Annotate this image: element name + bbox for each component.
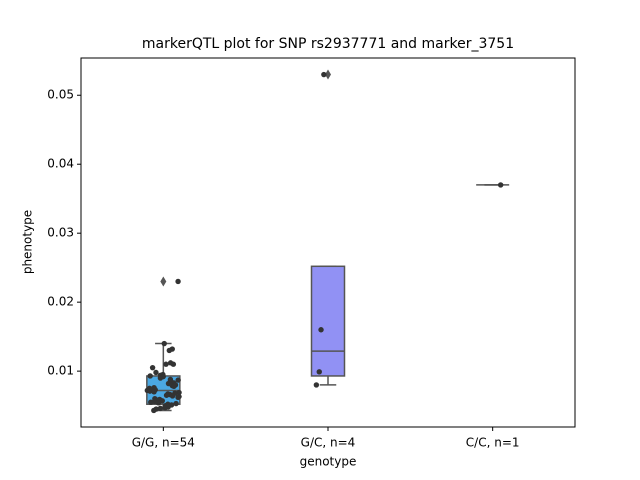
strip-point [171,383,177,390]
strip-point [148,399,154,405]
strip-point [147,373,153,379]
x-tick-label: G/G, n=54 [132,436,195,450]
strip-point [162,404,168,411]
y-tick-label: 0.03 [47,226,74,240]
strip-point [313,382,320,388]
x-tick-label: G/C, n=4 [301,436,356,450]
strip-point [161,340,167,347]
strip-point [153,369,159,376]
chart-title: markerQTL plot for SNP rs2937771 and mar… [142,36,514,52]
strip-point [176,389,182,396]
strip-point [175,394,181,401]
flier [325,69,331,80]
strip-point [173,400,179,407]
strip-point [316,369,322,375]
strip-point [321,71,327,78]
strip-point [157,405,164,412]
strip-point [157,375,164,381]
flier [160,276,167,287]
strip-point [497,182,504,188]
strip-point [175,278,181,285]
strip-point [166,347,173,354]
strip-point [175,377,181,383]
strip-point [151,389,157,395]
strip-point [169,393,176,399]
strip-point [318,327,324,333]
strip-point [163,392,170,398]
strip-point [155,400,162,406]
x-axis-label: genotype [300,455,357,469]
y-tick-label: 0.05 [47,88,74,102]
strip-point [151,407,157,414]
plot-frame [80,57,576,428]
strip-point [170,361,177,367]
y-tick-label: 0.02 [47,295,74,309]
x-tick-label: C/C, n=1 [466,436,520,450]
strip-point [163,361,169,367]
y-tick-label: 0.04 [47,157,74,171]
y-tick-label: 0.01 [47,364,74,378]
strip-point [147,388,153,394]
y-axis-label: phenotype [21,210,35,274]
box [310,265,346,377]
strip-point [149,364,156,371]
